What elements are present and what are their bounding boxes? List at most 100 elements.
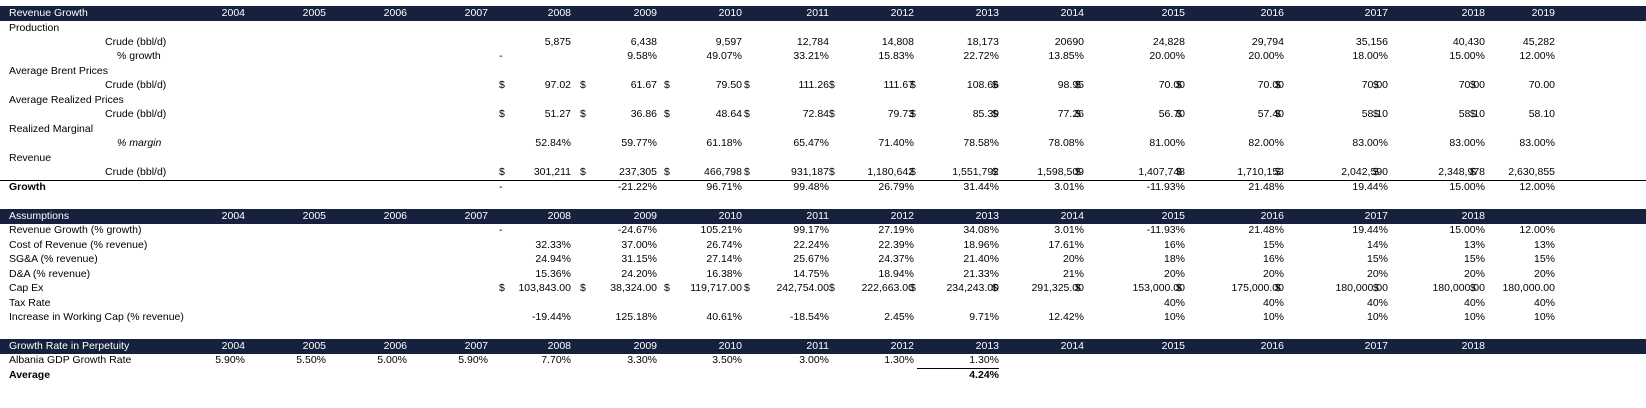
data-cell[interactable]: 12.00% bbox=[1519, 50, 1555, 62]
data-cell[interactable]: 31.15% bbox=[621, 253, 657, 265]
data-cell[interactable]: 97.02 bbox=[544, 79, 571, 91]
data-cell[interactable]: 291,325.00 bbox=[1031, 282, 1084, 294]
data-cell[interactable]: 15.00% bbox=[1449, 224, 1485, 236]
data-cell[interactable]: 10% bbox=[1366, 311, 1388, 323]
data-cell[interactable]: 242,754.00 bbox=[776, 282, 829, 294]
data-cell[interactable]: 1,710,153 bbox=[1237, 166, 1284, 178]
data-cell[interactable]: 85.39 bbox=[972, 108, 999, 120]
data-cell[interactable]: 99.17% bbox=[793, 224, 829, 236]
data-cell[interactable]: 26.79% bbox=[878, 181, 914, 193]
data-cell[interactable]: 79.50 bbox=[715, 79, 742, 91]
data-cell[interactable]: 49.07% bbox=[706, 50, 742, 62]
data-cell[interactable]: 12.00% bbox=[1519, 224, 1555, 236]
data-cell[interactable]: 32.33% bbox=[535, 239, 571, 251]
data-cell[interactable]: 38,324.00 bbox=[610, 282, 657, 294]
data-cell[interactable]: 15.00% bbox=[1449, 181, 1485, 193]
data-cell[interactable]: 3.00% bbox=[799, 354, 829, 366]
data-cell[interactable]: 180,000.00 bbox=[1502, 282, 1555, 294]
data-cell[interactable]: 18,173 bbox=[966, 36, 999, 48]
data-cell[interactable]: 21% bbox=[1062, 268, 1084, 280]
data-cell[interactable]: 22.39% bbox=[878, 239, 914, 251]
data-cell[interactable]: -11.93% bbox=[1146, 181, 1185, 193]
data-cell[interactable]: 931,187 bbox=[791, 166, 829, 178]
data-cell[interactable]: 2,042,590 bbox=[1341, 166, 1388, 178]
data-cell[interactable]: 20690 bbox=[1054, 36, 1084, 48]
data-cell[interactable]: 234,243.00 bbox=[946, 282, 999, 294]
data-cell[interactable]: 180,000.00 bbox=[1432, 282, 1485, 294]
data-cell[interactable]: 58.10 bbox=[1528, 108, 1555, 120]
data-cell[interactable]: 1,407,748 bbox=[1138, 166, 1185, 178]
data-cell[interactable]: 20% bbox=[1163, 268, 1185, 280]
data-cell[interactable]: 6,438 bbox=[630, 36, 657, 48]
data-cell[interactable]: 34.08% bbox=[963, 224, 999, 236]
data-cell[interactable]: 12.42% bbox=[1048, 311, 1084, 323]
data-cell[interactable]: 20.00% bbox=[1248, 50, 1284, 62]
data-cell[interactable]: 153,000.00 bbox=[1132, 282, 1185, 294]
data-cell[interactable]: 108.66 bbox=[966, 79, 999, 91]
data-cell[interactable]: 18% bbox=[1163, 253, 1185, 265]
data-cell[interactable]: 40% bbox=[1533, 297, 1555, 309]
data-cell[interactable]: 17.61% bbox=[1048, 239, 1084, 251]
data-cell[interactable]: 1.30% bbox=[884, 354, 914, 366]
data-cell[interactable]: 22.24% bbox=[793, 239, 829, 251]
data-cell[interactable]: 70.00 bbox=[1458, 79, 1485, 91]
data-cell[interactable]: 21.33% bbox=[963, 268, 999, 280]
data-cell[interactable]: 57.40 bbox=[1257, 108, 1284, 120]
data-cell[interactable]: 98.95 bbox=[1057, 79, 1084, 91]
data-cell[interactable]: 40% bbox=[1366, 297, 1388, 309]
data-cell[interactable]: -18.54% bbox=[789, 311, 829, 323]
data-cell[interactable]: 5.90% bbox=[458, 354, 488, 366]
data-cell[interactable]: 18.94% bbox=[878, 268, 914, 280]
data-cell[interactable]: 40.61% bbox=[706, 311, 742, 323]
data-cell[interactable]: 52.84% bbox=[535, 137, 571, 149]
data-cell[interactable]: 16.38% bbox=[706, 268, 742, 280]
data-cell[interactable]: 1,598,509 bbox=[1037, 166, 1084, 178]
data-cell[interactable]: 20% bbox=[1463, 268, 1485, 280]
data-cell[interactable]: 1.30% bbox=[969, 354, 999, 366]
data-cell[interactable]: 37.00% bbox=[621, 239, 657, 251]
data-cell[interactable]: 51.27 bbox=[544, 108, 571, 120]
data-cell[interactable]: 36.86 bbox=[630, 108, 657, 120]
data-cell[interactable]: 22.72% bbox=[963, 50, 999, 62]
data-cell[interactable]: 70.00 bbox=[1528, 79, 1555, 91]
data-cell[interactable]: 25.67% bbox=[793, 253, 829, 265]
data-cell[interactable]: 40% bbox=[1163, 297, 1185, 309]
average-value[interactable]: 4.24% bbox=[917, 368, 999, 382]
data-cell[interactable]: 15% bbox=[1463, 253, 1485, 265]
data-cell[interactable]: 83.00% bbox=[1352, 137, 1388, 149]
data-cell[interactable]: 58.10 bbox=[1361, 108, 1388, 120]
data-cell[interactable]: 16% bbox=[1262, 253, 1284, 265]
data-cell[interactable]: -21.22% bbox=[617, 181, 657, 193]
data-cell[interactable]: 111.67 bbox=[883, 79, 914, 91]
data-cell[interactable]: 15% bbox=[1533, 253, 1555, 265]
data-cell[interactable]: 14.75% bbox=[793, 268, 829, 280]
data-cell[interactable]: 83.00% bbox=[1519, 137, 1555, 149]
data-cell[interactable]: -11.93% bbox=[1146, 224, 1185, 236]
data-cell[interactable]: 7.70% bbox=[541, 354, 571, 366]
data-cell[interactable]: 3.01% bbox=[1054, 181, 1084, 193]
data-cell[interactable]: 70.00 bbox=[1361, 79, 1388, 91]
data-cell[interactable]: 237,305 bbox=[619, 166, 657, 178]
data-cell[interactable]: 59.77% bbox=[621, 137, 657, 149]
data-cell[interactable]: 78.08% bbox=[1048, 137, 1084, 149]
data-cell[interactable]: 40% bbox=[1262, 297, 1284, 309]
data-cell[interactable]: 81.00% bbox=[1149, 137, 1185, 149]
data-cell[interactable]: 71.40% bbox=[878, 137, 914, 149]
data-cell[interactable]: 78.58% bbox=[963, 137, 999, 149]
data-cell[interactable]: 72.84 bbox=[802, 108, 829, 120]
data-cell[interactable]: 31.44% bbox=[963, 181, 999, 193]
data-cell[interactable]: 13% bbox=[1463, 239, 1485, 251]
data-cell[interactable]: 61.67 bbox=[630, 79, 657, 91]
data-cell[interactable]: 16% bbox=[1163, 239, 1185, 251]
data-cell[interactable]: 9,597 bbox=[715, 36, 742, 48]
data-cell[interactable]: 222,663.00 bbox=[861, 282, 914, 294]
data-cell[interactable]: 5.50% bbox=[296, 354, 326, 366]
data-cell[interactable]: 105.21% bbox=[700, 224, 742, 236]
data-cell[interactable]: 2.45% bbox=[884, 311, 914, 323]
data-cell[interactable]: 20.00% bbox=[1149, 50, 1185, 62]
data-cell[interactable]: 35,156 bbox=[1355, 36, 1388, 48]
data-cell[interactable]: 27.14% bbox=[706, 253, 742, 265]
data-cell[interactable]: 70.00 bbox=[1257, 79, 1284, 91]
data-cell[interactable]: 103,843.00 bbox=[518, 282, 571, 294]
data-cell[interactable]: 20% bbox=[1366, 268, 1388, 280]
